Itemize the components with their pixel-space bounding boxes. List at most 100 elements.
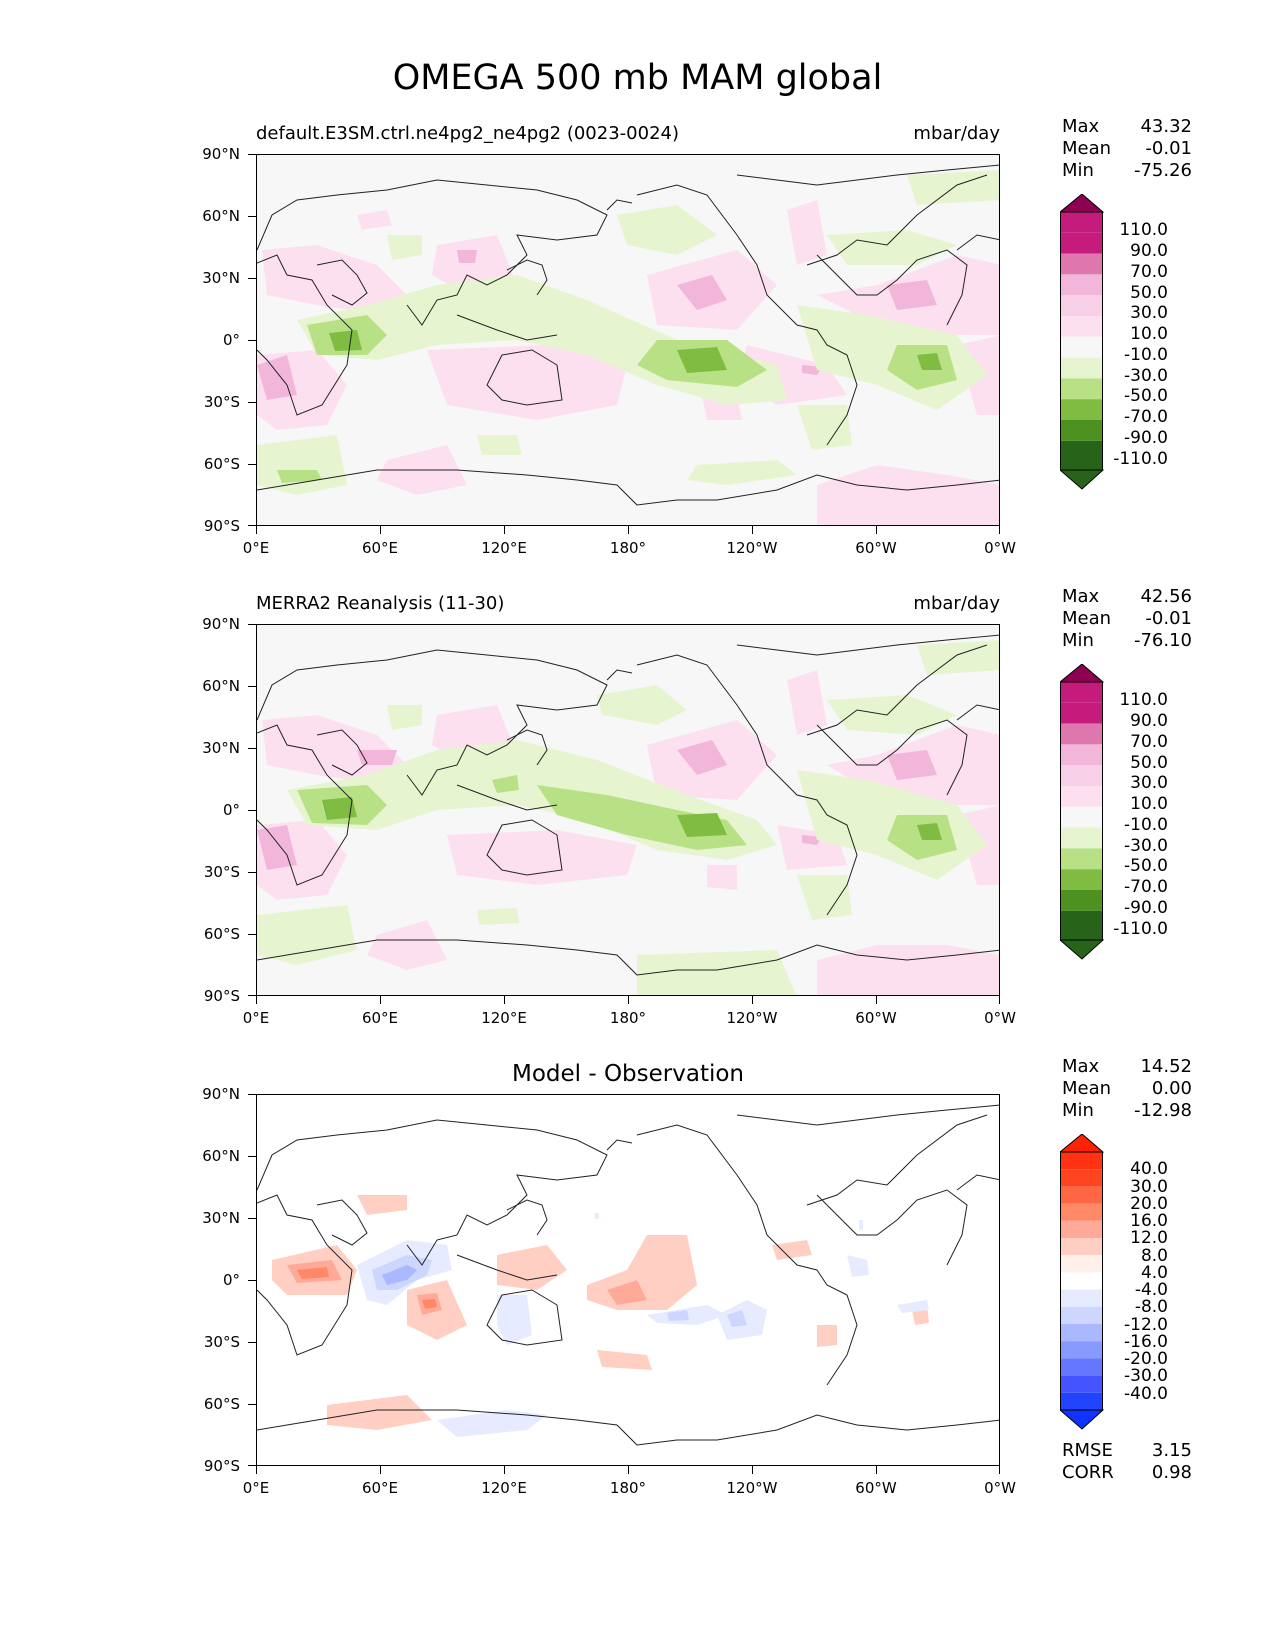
diff-map — [256, 1094, 1000, 1466]
lon-tick — [876, 996, 877, 1004]
colorbar-label: 30.0 — [1130, 303, 1168, 323]
lat-label: 30°S — [203, 393, 240, 411]
lat-tick — [248, 686, 256, 687]
stat-value: -0.01 — [1145, 608, 1192, 629]
obs-contour-map — [257, 625, 999, 995]
lon-tick — [628, 996, 629, 1004]
lat-tick — [248, 624, 256, 625]
lat-tick — [248, 810, 256, 811]
corr-label: CORR — [1062, 1462, 1114, 1483]
colorbar-label: -10.0 — [1124, 345, 1168, 365]
colorbar-label: 10.0 — [1130, 794, 1168, 814]
lon-label: 180° — [609, 1009, 647, 1027]
lon-label: 120°W — [726, 1009, 778, 1027]
lon-label: 0°E — [242, 539, 270, 557]
lat-label: 90°S — [203, 987, 240, 1005]
lon-label: 60°E — [361, 539, 399, 557]
stat-label: Mean — [1062, 1078, 1112, 1099]
lat-tick — [248, 464, 256, 465]
colorbar-label: 90.0 — [1130, 241, 1168, 261]
lat-label: 90°N — [202, 615, 240, 633]
lon-tick — [380, 526, 381, 534]
colorbar-label: 12.0 — [1130, 1228, 1168, 1248]
model-panel-title: default.E3SM.ctrl.ne4pg2_ne4pg2 (0023-00… — [256, 123, 679, 144]
lat-label: 30°N — [202, 739, 240, 757]
lon-label: 0°E — [242, 1479, 270, 1497]
stat-value: 43.32 — [1140, 116, 1192, 137]
lon-tick — [380, 996, 381, 1004]
colorbar-label: -30.0 — [1124, 836, 1168, 856]
lat-label: 90°N — [202, 1085, 240, 1103]
stat-label: Max — [1062, 1056, 1100, 1077]
colorbar-label: 20.0 — [1130, 1194, 1168, 1214]
colorbar-label: 50.0 — [1130, 753, 1168, 773]
lat-label: 0° — [222, 801, 240, 819]
lon-tick — [752, 1466, 753, 1474]
lon-tick — [380, 1466, 381, 1474]
stat-value: 14.52 — [1140, 1056, 1192, 1077]
lat-tick — [248, 1094, 256, 1095]
stat-value: -76.10 — [1133, 630, 1192, 651]
lon-label: 60°W — [855, 539, 897, 557]
lon-tick — [752, 996, 753, 1004]
colorbar-label: -8.0 — [1134, 1297, 1168, 1317]
obs-panel-units: mbar/day — [913, 593, 1000, 614]
stat-value: -75.26 — [1133, 160, 1192, 181]
stat-value: 0.00 — [1151, 1078, 1192, 1099]
model-map — [256, 154, 1000, 526]
diff-panel: Model - Observation — [0, 1056, 1275, 1564]
stat-label: Min — [1062, 1100, 1094, 1121]
lat-tick — [248, 1342, 256, 1343]
model-stats: Max 43.32 Mean -0.01 Min -75.26 — [1062, 116, 1192, 182]
lon-tick — [628, 526, 629, 534]
lon-label: 0°W — [984, 1009, 1016, 1027]
obs-panel: MERRA2 Reanalysis (11-30) mbar/day — [0, 586, 1275, 1094]
diff-panel-title: Model - Observation — [511, 1061, 745, 1087]
colorbar-label: 8.0 — [1140, 1246, 1168, 1266]
lat-tick — [248, 748, 256, 749]
colorbar-label: -10.0 — [1124, 815, 1168, 835]
lon-tick — [504, 1466, 505, 1474]
colorbar-label: 40.0 — [1130, 1159, 1168, 1179]
colorbar-label: -4.0 — [1134, 1280, 1168, 1300]
stat-value: -0.01 — [1145, 138, 1192, 159]
stat-label: Min — [1062, 160, 1094, 181]
lat-label: 60°S — [203, 1395, 240, 1413]
lon-label: 0°W — [984, 1479, 1016, 1497]
colorbar-label: -20.0 — [1124, 1349, 1168, 1369]
lon-label: 120°E — [481, 1479, 527, 1497]
colorbar-label: -90.0 — [1124, 428, 1168, 448]
page-title: OMEGA 500 mb MAM global — [392, 58, 883, 98]
lon-label: 0°W — [984, 539, 1016, 557]
lon-tick — [999, 1466, 1000, 1474]
stat-value: 42.56 — [1140, 586, 1192, 607]
colorbar-label: -70.0 — [1124, 407, 1168, 427]
obs-colorbar — [1060, 664, 1104, 960]
lat-tick — [248, 872, 256, 873]
colorbar-label: -50.0 — [1124, 386, 1168, 406]
lat-label: 60°S — [203, 925, 240, 943]
model-panel: default.E3SM.ctrl.ne4pg2_ne4pg2 (0023-00… — [0, 116, 1275, 624]
lat-label: 60°N — [202, 1147, 240, 1165]
lat-tick — [248, 278, 256, 279]
lat-tick — [248, 995, 256, 996]
colorbar-label: -70.0 — [1124, 877, 1168, 897]
colorbar-label: 4.0 — [1140, 1263, 1168, 1283]
obs-map — [256, 624, 1000, 996]
lat-label: 30°N — [202, 269, 240, 287]
lon-tick — [256, 1466, 257, 1474]
lon-label: 120°W — [726, 539, 778, 557]
obs-stats: Max 42.56 Mean -0.01 Min -76.10 — [1062, 586, 1192, 652]
lon-tick — [504, 996, 505, 1004]
lon-label: 60°E — [361, 1009, 399, 1027]
lat-tick — [248, 934, 256, 935]
lat-tick — [248, 1156, 256, 1157]
model-colorbar — [1060, 194, 1104, 490]
obs-panel-title: MERRA2 Reanalysis (11-30) — [256, 593, 505, 614]
lon-tick — [752, 526, 753, 534]
colorbar-label: -30.0 — [1124, 366, 1168, 386]
lon-tick — [876, 526, 877, 534]
lat-label: 30°N — [202, 1209, 240, 1227]
colorbar-label: 110.0 — [1119, 690, 1168, 710]
colorbar-label: -110.0 — [1113, 449, 1168, 469]
